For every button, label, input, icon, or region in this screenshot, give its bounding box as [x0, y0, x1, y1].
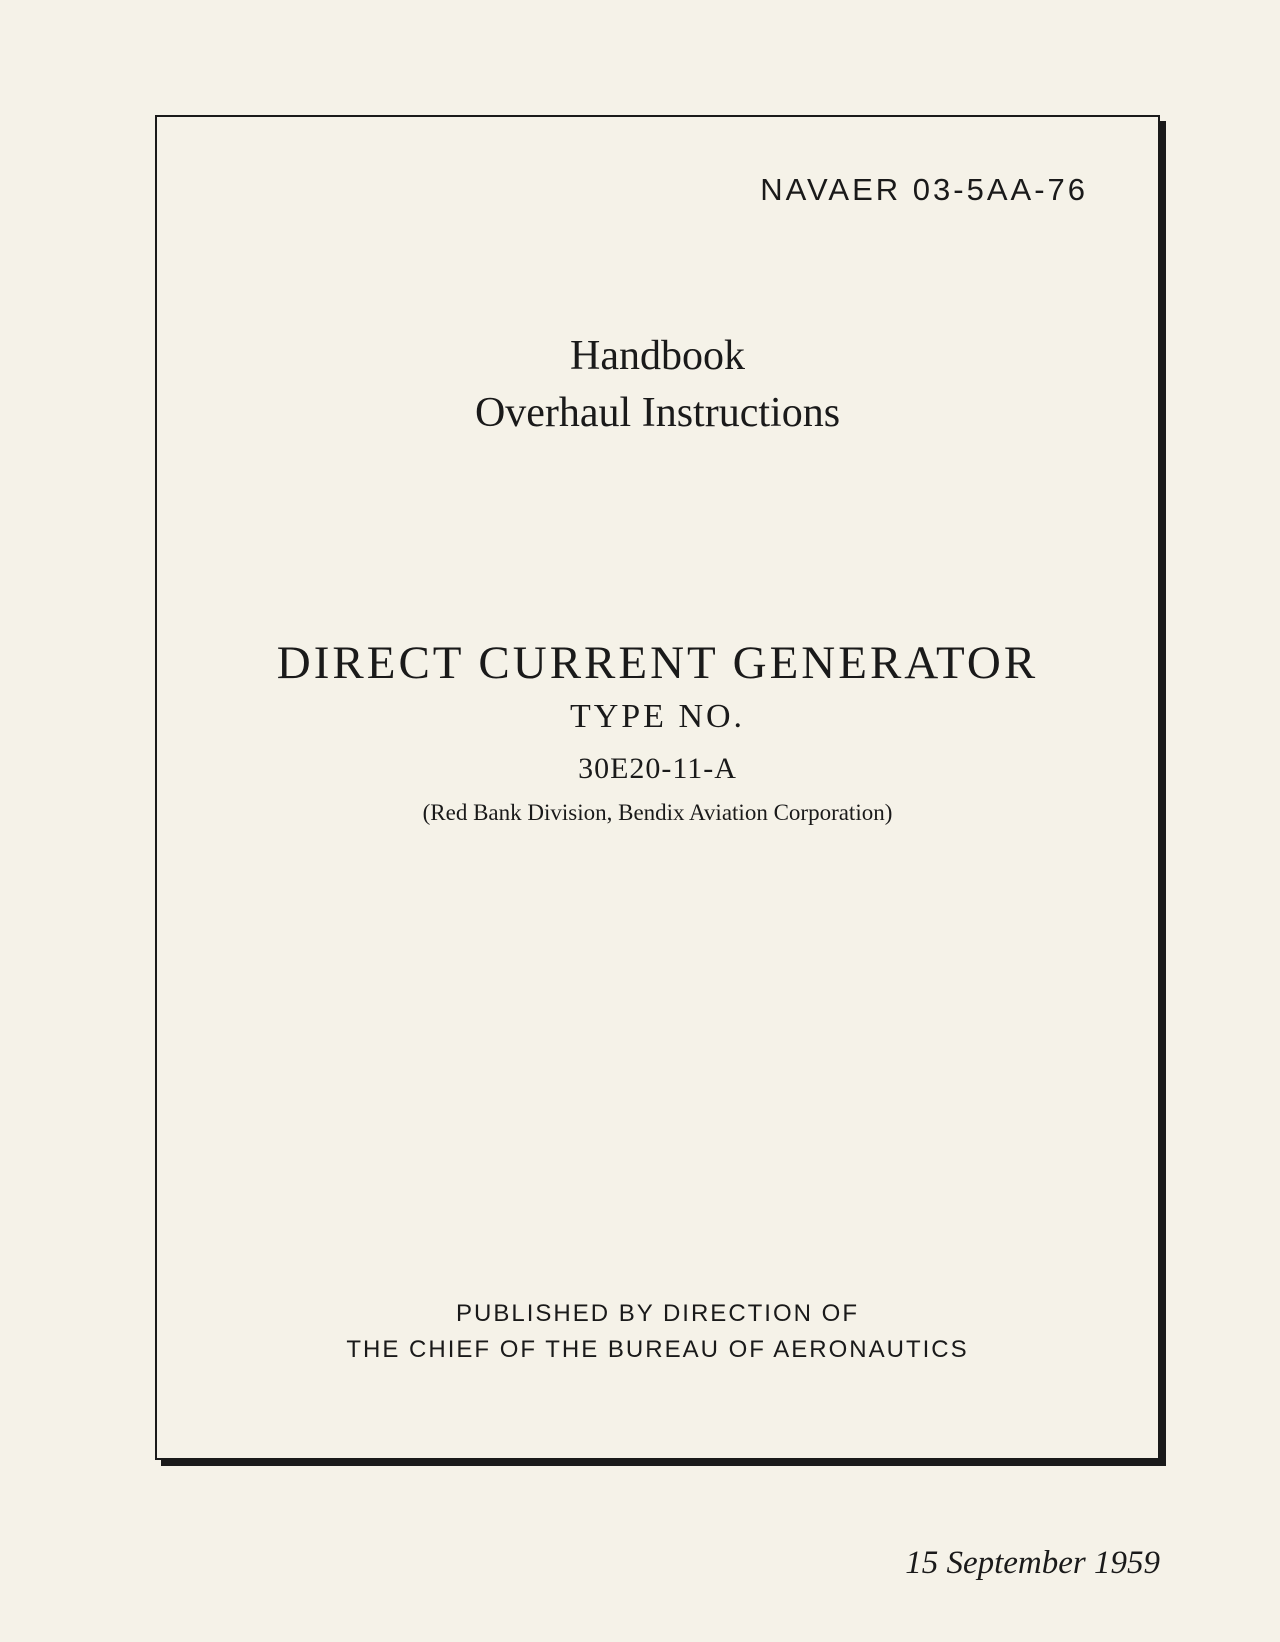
type-number: 30E20-11-A: [217, 752, 1098, 786]
handbook-line-2: Overhaul Instructions: [217, 385, 1098, 442]
content-frame: NAVAER 03-5AA-76 Handbook Overhaul Instr…: [155, 115, 1160, 1460]
manufacturer: (Red Bank Division, Bendix Aviation Corp…: [217, 800, 1098, 826]
type-no-label: TYPE NO.: [217, 698, 1098, 736]
publisher-line-1: PUBLISHED BY DIRECTION OF: [217, 1296, 1098, 1332]
publication-date: 15 September 1959: [905, 1545, 1160, 1582]
main-title-block: DIRECT CURRENT GENERATOR TYPE NO. 30E20-…: [217, 636, 1098, 826]
document-page: NAVAER 03-5AA-76 Handbook Overhaul Instr…: [0, 0, 1280, 1642]
document-number: NAVAER 03-5AA-76: [217, 172, 1088, 208]
main-title: DIRECT CURRENT GENERATOR: [217, 636, 1098, 690]
handbook-title-block: Handbook Overhaul Instructions: [217, 328, 1098, 441]
publisher-line-2: THE CHIEF OF THE BUREAU OF AERONAUTICS: [217, 1332, 1098, 1368]
handbook-line-1: Handbook: [217, 328, 1098, 385]
publisher-block: PUBLISHED BY DIRECTION OF THE CHIEF OF T…: [217, 1296, 1098, 1368]
